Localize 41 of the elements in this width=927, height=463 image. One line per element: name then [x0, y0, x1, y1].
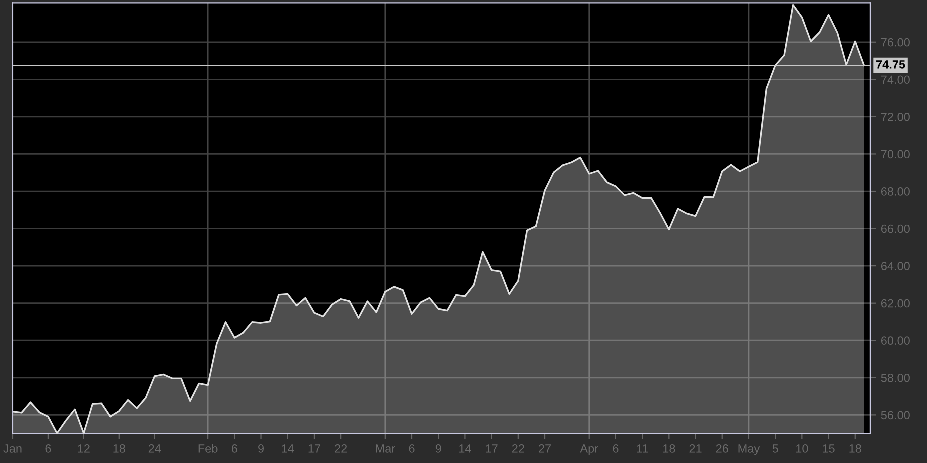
x-tick-label: 21 [690, 444, 702, 453]
x-tick-label: Jan [4, 444, 22, 453]
x-tick-label: 6 [232, 444, 238, 453]
x-tick-label: 9 [258, 444, 264, 453]
x-tick-label: Feb [198, 444, 218, 453]
x-tick-label: 18 [664, 444, 676, 453]
y-tick-label: 76.00 [881, 38, 910, 47]
x-tick-label: 5 [772, 444, 778, 453]
x-tick-label: 17 [486, 444, 498, 453]
y-tick-label: 60.00 [881, 336, 910, 346]
ref-line-label: 74.75 [876, 60, 906, 69]
y-tick-label: 72.00 [881, 112, 910, 122]
y-tick-label: 74.00 [881, 76, 910, 84]
y-tick-label: 70.00 [881, 150, 910, 159]
x-tick-label: 18 [850, 444, 862, 453]
y-tick-label: 68.00 [881, 188, 910, 196]
x-tick-label: 26 [716, 444, 728, 453]
x-tick-label: 15 [823, 444, 835, 453]
y-tick-label: 56.00 [881, 411, 910, 420]
x-tick-label: 6 [613, 444, 619, 453]
x-tick-label: 6 [409, 444, 415, 453]
x-tick-label: 9 [436, 444, 442, 453]
x-tick-label: 10 [796, 444, 808, 453]
x-tick-label: 24 [148, 444, 162, 453]
y-tick-label: 64.00 [881, 262, 910, 270]
x-tick-label: 6 [46, 444, 52, 453]
y-tick-label: 58.00 [881, 374, 910, 382]
x-tick-label: 12 [78, 444, 90, 453]
x-tick-label: 22 [512, 444, 524, 453]
x-tick-label: Mar [376, 444, 396, 453]
x-tick-label: 11 [637, 444, 648, 453]
x-tick-label: May [738, 444, 760, 456]
x-tick-label: 14 [282, 444, 294, 453]
x-tick-label: 14 [460, 444, 472, 453]
x-tick-label: 27 [539, 444, 551, 453]
y-tick-label: 62.00 [881, 299, 910, 308]
y-tick-label: 66.00 [881, 224, 910, 234]
x-tick-label: 22 [335, 444, 348, 453]
x-tick-label: Apr [580, 444, 598, 456]
x-tick-label: 17 [308, 444, 320, 453]
x-tick-label: 18 [114, 444, 126, 453]
